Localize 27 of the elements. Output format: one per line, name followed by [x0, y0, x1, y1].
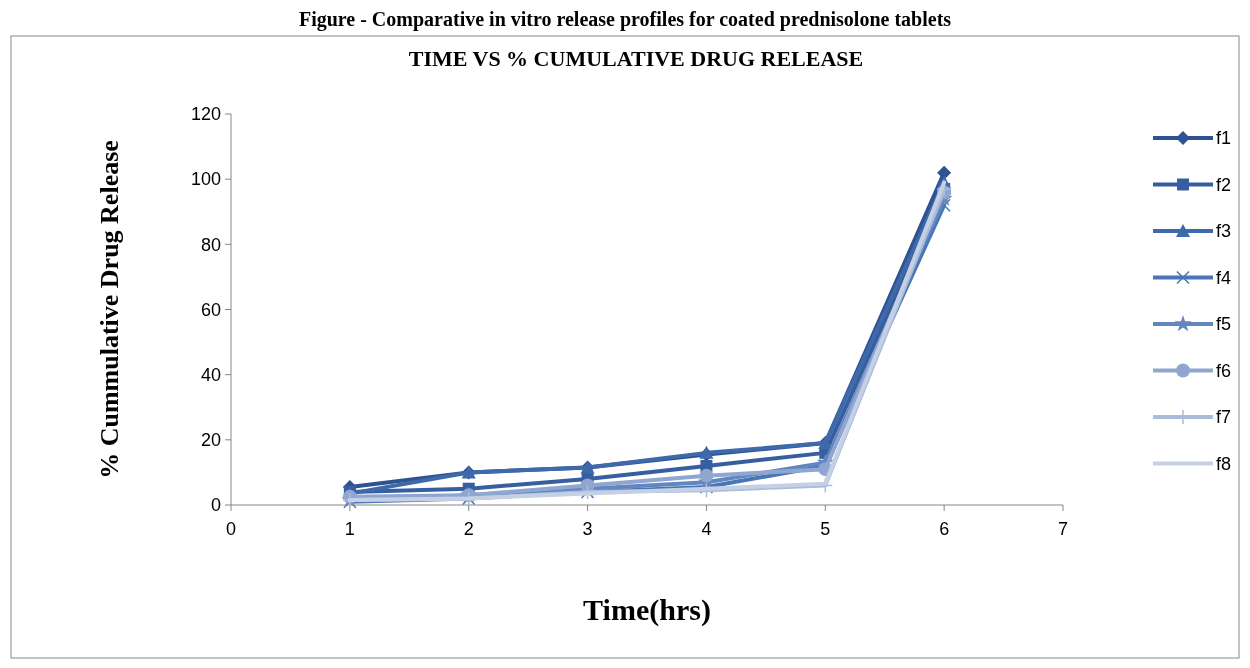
- y-tick-label: 20: [200, 430, 221, 451]
- x-tick-label: 3: [582, 519, 593, 539]
- x-tick-label: 1: [344, 519, 355, 539]
- y-tick-label: 100: [190, 169, 221, 190]
- y-tick-label: 60: [200, 299, 221, 320]
- legend-label: f6: [1216, 360, 1232, 381]
- legend-label: f1: [1216, 128, 1232, 149]
- legend-label: f5: [1216, 314, 1232, 335]
- x-tick-label: 5: [820, 519, 831, 539]
- legend-label: f7: [1216, 407, 1232, 428]
- legend-label: f8: [1216, 453, 1232, 474]
- y-tick-label: 80: [200, 234, 221, 255]
- legend-label: f4: [1216, 267, 1232, 288]
- legend-label: f3: [1216, 221, 1232, 242]
- x-axis-title: Time(hrs): [583, 593, 711, 627]
- y-tick-label: 0: [210, 495, 221, 516]
- x-tick-label: 4: [701, 519, 712, 539]
- x-tick-label: 2: [463, 519, 474, 539]
- legend-label: f2: [1216, 174, 1232, 195]
- y-axis-title: % Cummulative Drug Release: [95, 140, 124, 479]
- chart-title: TIME VS % CUMULATIVE DRUG RELEASE: [408, 46, 864, 71]
- x-tick-label: 6: [939, 519, 950, 539]
- x-tick-label: 0: [225, 519, 237, 539]
- text: Figure - Comparative in vitro release profiles for coated prednisolone tablets: [298, 8, 952, 31]
- x-tick-label: 7: [1057, 519, 1069, 539]
- y-tick-label: 40: [200, 364, 221, 385]
- y-tick-label: 120: [190, 104, 221, 125]
